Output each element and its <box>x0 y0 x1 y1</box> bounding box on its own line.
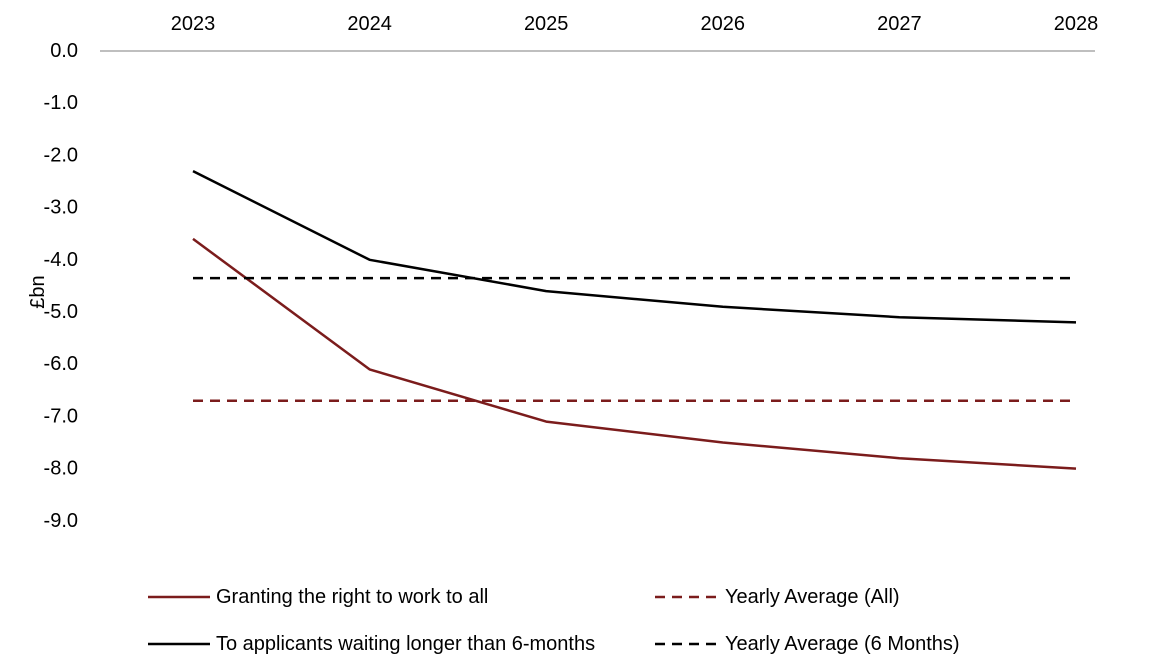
y-axis: 0.0 -1.0 -2.0 -3.0 -4.0 -5.0 -6.0 -7.0 -8.0 -9.0 <box>44 40 1095 532</box>
x-tick-label: 2027 <box>877 13 922 35</box>
y-tick-label: -3.0 <box>44 197 78 219</box>
legend-label-1: Granting the right to work to all <box>216 586 488 608</box>
y-tick-label: -8.0 <box>44 458 78 480</box>
x-tick-label: 2025 <box>524 13 569 35</box>
y-tick-label: -9.0 <box>44 510 78 532</box>
y-tick-label: -5.0 <box>44 301 78 323</box>
y-axis-title: £bn <box>27 275 49 308</box>
y-tick-label: -7.0 <box>44 405 78 427</box>
y-tick-label: 0.0 <box>50 40 78 62</box>
series-line-2 <box>192 169 1077 324</box>
y-tick-label: -4.0 <box>44 249 78 271</box>
x-axis: 2023 2024 2025 2026 2027 2028 <box>171 13 1099 35</box>
x-tick-label: 2023 <box>171 13 216 35</box>
series-line-1 <box>192 237 1077 470</box>
x-tick-label: 2028 <box>1054 13 1099 35</box>
y-tick-label: -1.0 <box>44 92 78 114</box>
legend-label-2: To applicants waiting longer than 6-mont… <box>216 633 595 655</box>
y-tick-label: -6.0 <box>44 353 78 375</box>
legend-label-4: Yearly Average (6 Months) <box>725 633 960 655</box>
x-tick-label: 2026 <box>701 13 746 35</box>
legend-label-3: Yearly Average (All) <box>725 586 900 608</box>
x-tick-label: 2024 <box>347 13 392 35</box>
y-tick-label: -2.0 <box>44 144 78 166</box>
legend: Granting the right to work to all To appl… <box>148 586 960 655</box>
series-group <box>192 169 1077 470</box>
